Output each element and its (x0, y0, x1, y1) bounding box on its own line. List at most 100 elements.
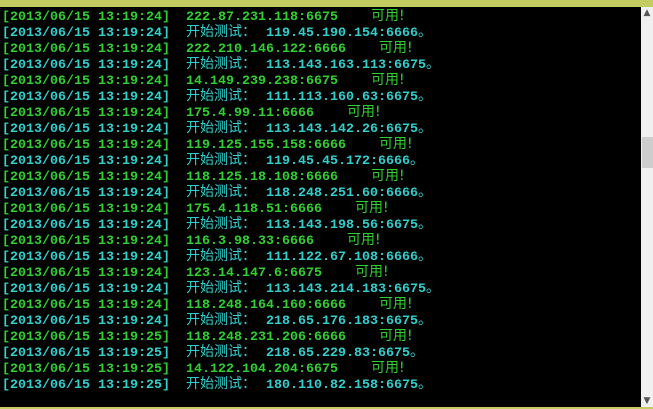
line-end-mark: 。 (417, 216, 432, 232)
available-label: 可用! (347, 232, 381, 248)
proxy-address: 113.143.214.183:6675 (266, 282, 426, 297)
testing-label: 开始测试： (186, 248, 256, 264)
log-line-available: [2013/06/15 13:19:24] 175.4.118.51:6666 可用… (2, 200, 389, 217)
log-timestamp: [2013/06/15 13:19:24] (2, 58, 170, 73)
testing-label: 开始测试： (186, 216, 256, 232)
log-line-available: [2013/06/15 13:19:24] 222.87.231.118:6675… (2, 8, 405, 25)
line-end-mark: 。 (417, 120, 432, 136)
log-line-available: [2013/06/15 13:19:24] 116.3.98.33:6666 可用! (2, 232, 381, 249)
vertical-scrollbar[interactable]: ▲ ▼ (641, 7, 653, 407)
log-line-available: [2013/06/15 13:19:25] 14.122.104.204:6675… (2, 360, 405, 377)
log-line-available: [2013/06/15 13:19:24] 14.149.239.238:6675… (2, 72, 405, 89)
line-end-mark: 。 (417, 312, 432, 328)
line-end-mark: 。 (409, 152, 424, 168)
proxy-address: 119.125.155.158:6666 (186, 138, 346, 153)
available-label: 可用! (371, 168, 405, 184)
proxy-address: 222.87.231.118:6675 (186, 10, 338, 25)
window-frame-bottom (0, 407, 653, 409)
line-end-mark: 。 (417, 184, 432, 200)
line-end-mark: 。 (425, 56, 440, 72)
log-line-available: [2013/06/15 13:19:24] 175.4.99.11:6666 可用! (2, 104, 381, 121)
testing-label: 开始测试： (186, 24, 256, 40)
proxy-address: 180.110.82.158:6675 (266, 378, 418, 393)
log-line-testing: [2013/06/15 13:19:24] 开始测试： 218.65.176.183… (2, 312, 432, 329)
log-timestamp: [2013/06/15 13:19:24] (2, 122, 170, 137)
log-line-available: [2013/06/15 13:19:24] 118.248.164.160:666… (2, 296, 413, 313)
chevron-up-icon[interactable]: ▲ (643, 8, 651, 18)
proxy-address: 111.122.67.108:6666 (266, 250, 418, 265)
log-timestamp: [2013/06/15 13:19:25] (2, 346, 170, 361)
proxy-address: 175.4.118.51:6666 (186, 202, 322, 217)
testing-label: 开始测试： (186, 56, 256, 72)
proxy-address: 14.122.104.204:6675 (186, 362, 338, 377)
proxy-address: 118.248.231.206:6666 (186, 330, 346, 345)
testing-label: 开始测试： (186, 152, 256, 168)
log-timestamp: [2013/06/15 13:19:24] (2, 186, 170, 201)
proxy-address: 218.65.229.83:6675 (266, 346, 410, 361)
log-timestamp: [2013/06/15 13:19:24] (2, 154, 170, 169)
log-timestamp: [2013/06/15 13:19:24] (2, 202, 170, 217)
log-line-testing: [2013/06/15 13:19:25] 开始测试： 180.110.82.158… (2, 376, 432, 393)
available-label: 可用! (379, 328, 413, 344)
log-line-testing: [2013/06/15 13:19:24] 开始测试： 113.143.163.11… (2, 56, 440, 73)
log-timestamp: [2013/06/15 13:19:24] (2, 282, 170, 297)
log-line-testing: [2013/06/15 13:19:24] 开始测试： 119.45.45.172:… (2, 152, 424, 169)
line-end-mark: 。 (417, 24, 432, 40)
line-end-mark: 。 (417, 88, 432, 104)
chevron-down-icon[interactable]: ▼ (643, 396, 651, 406)
log-line-testing: [2013/06/15 13:19:24] 开始测试： 113.143.142.26… (2, 120, 432, 137)
available-label: 可用! (371, 72, 405, 88)
available-label: 可用! (355, 264, 389, 280)
log-timestamp: [2013/06/15 13:19:24] (2, 314, 170, 329)
proxy-address: 116.3.98.33:6666 (186, 234, 314, 249)
available-label: 可用! (347, 104, 381, 120)
proxy-address: 119.45.45.172:6666 (266, 154, 410, 169)
log-timestamp: [2013/06/15 13:19:24] (2, 138, 170, 153)
log-timestamp: [2013/06/15 13:19:24] (2, 170, 170, 185)
log-line-available: [2013/06/15 13:19:25] 118.248.231.206:666… (2, 328, 413, 345)
proxy-address: 111.113.160.63:6675 (266, 90, 418, 105)
testing-label: 开始测试： (186, 312, 256, 328)
log-timestamp: [2013/06/15 13:19:24] (2, 106, 170, 121)
proxy-address: 113.143.198.56:6675 (266, 218, 418, 233)
proxy-address: 113.143.163.113:6675 (266, 58, 426, 73)
proxy-address: 118.248.164.160:6666 (186, 298, 346, 313)
log-timestamp: [2013/06/15 13:19:24] (2, 250, 170, 265)
log-line-available: [2013/06/15 13:19:24] 118.125.18.108:6666… (2, 168, 405, 185)
log-line-available: [2013/06/15 13:19:24] 123.14.147.6:6675 可用… (2, 264, 389, 281)
log-timestamp: [2013/06/15 13:19:24] (2, 218, 170, 233)
line-end-mark: 。 (409, 344, 424, 360)
log-timestamp: [2013/06/15 13:19:24] (2, 298, 170, 313)
testing-label: 开始测试： (186, 376, 256, 392)
log-timestamp: [2013/06/15 13:19:24] (2, 26, 170, 41)
available-label: 可用! (379, 296, 413, 312)
log-timestamp: [2013/06/15 13:19:24] (2, 266, 170, 281)
testing-label: 开始测试： (186, 120, 256, 136)
log-line-testing: [2013/06/15 13:19:24] 开始测试： 118.248.251.60… (2, 184, 432, 201)
log-timestamp: [2013/06/15 13:19:24] (2, 74, 170, 89)
proxy-address: 118.125.18.108:6666 (186, 170, 338, 185)
proxy-address: 175.4.99.11:6666 (186, 106, 314, 121)
log-timestamp: [2013/06/15 13:19:24] (2, 234, 170, 249)
proxy-address: 118.248.251.60:6666 (266, 186, 418, 201)
log-line-testing: [2013/06/15 13:19:25] 开始测试： 218.65.229.83:… (2, 344, 424, 361)
line-end-mark: 。 (417, 376, 432, 392)
proxy-address: 14.149.239.238:6675 (186, 74, 338, 89)
log-timestamp: [2013/06/15 13:19:25] (2, 378, 170, 393)
testing-label: 开始测试： (186, 344, 256, 360)
log-timestamp: [2013/06/15 13:19:25] (2, 330, 170, 345)
available-label: 可用! (371, 360, 405, 376)
available-label: 可用! (371, 8, 405, 24)
scrollbar-thumb[interactable] (642, 137, 653, 168)
window-frame-top (0, 0, 653, 7)
line-end-mark: 。 (417, 248, 432, 264)
testing-label: 开始测试： (186, 88, 256, 104)
log-line-testing: [2013/06/15 13:19:24] 开始测试： 111.113.160.63… (2, 88, 432, 105)
console-output: [2013/06/15 13:19:24] 222.87.231.118:6675… (0, 7, 641, 407)
available-label: 可用! (379, 136, 413, 152)
available-label: 可用! (355, 200, 389, 216)
proxy-address: 123.14.147.6:6675 (186, 266, 322, 281)
testing-label: 开始测试： (186, 280, 256, 296)
log-line-available: [2013/06/15 13:19:24] 119.125.155.158:666… (2, 136, 413, 153)
testing-label: 开始测试： (186, 184, 256, 200)
